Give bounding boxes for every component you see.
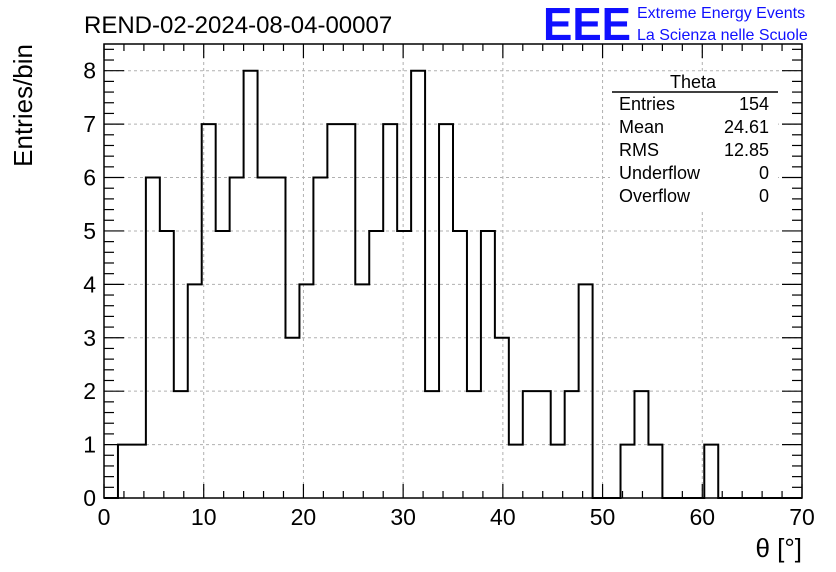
x-axis-label: θ [°] xyxy=(755,533,802,563)
histogram-bin xyxy=(285,338,299,498)
stats-row-label: Overflow xyxy=(619,186,691,206)
stats-box-background xyxy=(610,72,778,212)
histogram-bin xyxy=(258,178,272,498)
eee-logo-line2: La Scienza nelle Scuole xyxy=(637,27,808,44)
x-tick-label: 30 xyxy=(390,504,416,530)
stats-row-value: 0 xyxy=(759,163,769,183)
histogram-bin xyxy=(621,445,635,498)
x-tick-label: 10 xyxy=(191,504,217,530)
stats-rows: Entries 154 Mean 24.61 RMS 12.85 Underflow 0 Ove… xyxy=(619,94,769,206)
x-tick-label: 50 xyxy=(590,504,616,530)
histogram-bin xyxy=(704,445,718,498)
y-tick-label: 3 xyxy=(83,325,96,351)
histogram-bin xyxy=(495,338,509,498)
x-tick-label: 0 xyxy=(98,504,111,530)
y-tick-label: 1 xyxy=(83,432,96,458)
y-tick-label: 0 xyxy=(83,485,96,511)
x-tick-label: 20 xyxy=(291,504,317,530)
y-tick-label: 5 xyxy=(83,218,96,244)
histogram-bin xyxy=(174,391,188,498)
histogram-bin xyxy=(551,445,565,498)
stats-row-label: Underflow xyxy=(619,163,701,183)
histogram-bin xyxy=(509,445,523,498)
stats-row-value: 24.61 xyxy=(724,117,769,137)
stats-row-value: 12.85 xyxy=(724,140,769,160)
eee-logo: EEE Extreme Energy Events La Scienza nel… xyxy=(543,0,808,50)
chart-title: REND-02-2024-08-04-00007 xyxy=(84,12,392,39)
histogram-bin xyxy=(132,445,146,498)
histogram-bin xyxy=(397,231,411,498)
histogram-bin xyxy=(481,231,495,498)
histogram-bin xyxy=(383,124,397,498)
histogram-bin xyxy=(299,284,313,498)
y-tick-label: 7 xyxy=(83,111,96,137)
histogram-bin xyxy=(341,124,355,498)
histogram-bin xyxy=(369,231,383,498)
histogram-series xyxy=(104,69,802,499)
histogram-bin xyxy=(439,124,453,498)
plot-frame xyxy=(103,43,803,499)
stats-row-label: Mean xyxy=(619,117,664,137)
stats-title: Theta xyxy=(670,72,717,92)
axis-tick-labels: 0 10 20 30 40 50 60 70 0 1 2 3 4 5 6 7 8 xyxy=(83,58,815,530)
histogram-bin xyxy=(160,231,174,498)
y-tick-label: 4 xyxy=(83,271,96,297)
histogram-bin xyxy=(118,445,132,498)
histogram-bin xyxy=(648,445,662,498)
eee-logo-line1: Extreme Energy Events xyxy=(637,5,805,22)
axis-ticks xyxy=(103,44,803,499)
stats-row-label: RMS xyxy=(619,140,659,160)
y-tick-label: 2 xyxy=(83,378,96,404)
x-tick-label: 40 xyxy=(490,504,516,530)
histogram-bin xyxy=(327,124,341,498)
histogram-outline xyxy=(104,69,802,499)
histogram-bin xyxy=(216,231,230,498)
eee-logo-text: EEE xyxy=(543,0,631,50)
y-axis-label: Entries/bin xyxy=(8,44,38,167)
y-tick-label: 6 xyxy=(83,165,96,191)
x-tick-label: 60 xyxy=(689,504,715,530)
histogram-bin xyxy=(453,231,467,498)
stats-row-label: Entries xyxy=(619,94,675,114)
stats-box: Theta Entries 154 Mean 24.61 RMS 12.85 Underfl… xyxy=(610,72,778,212)
x-tick-label: 70 xyxy=(789,504,815,530)
stats-row-value: 154 xyxy=(739,94,769,114)
y-tick-label: 8 xyxy=(83,58,96,84)
stats-row-value: 0 xyxy=(759,186,769,206)
